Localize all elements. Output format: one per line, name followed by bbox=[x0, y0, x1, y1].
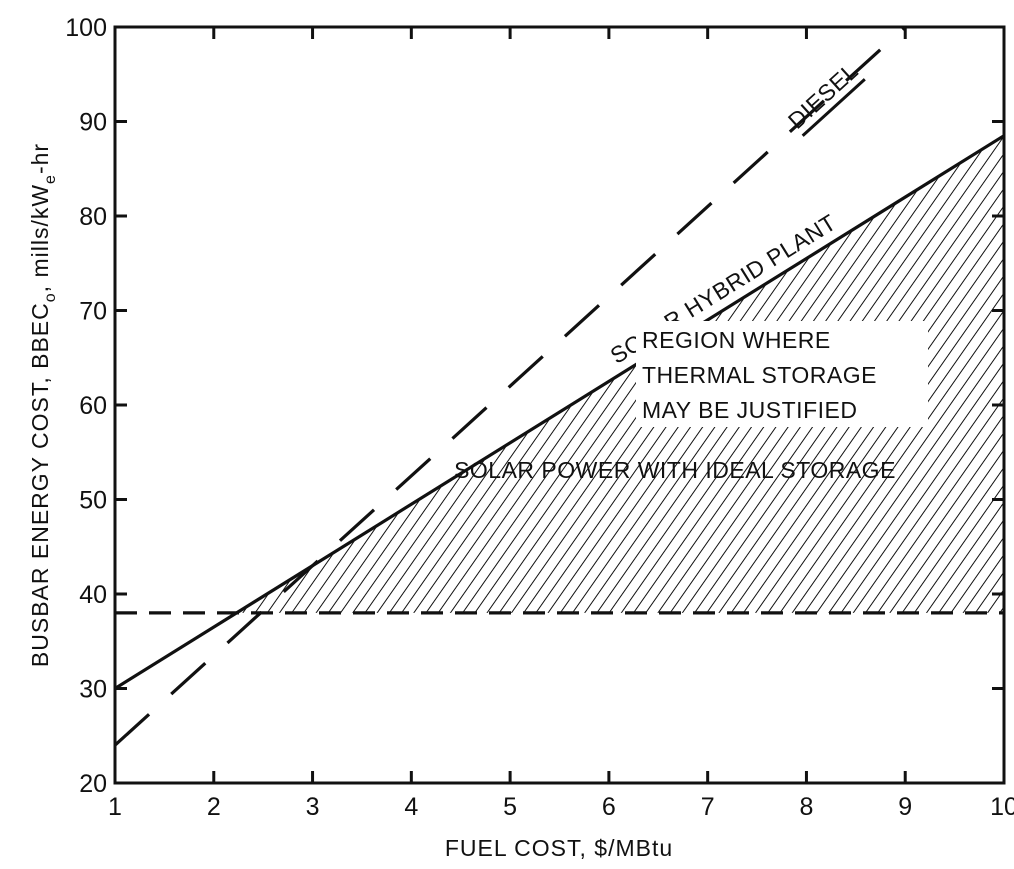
x-tick-label: 9 bbox=[898, 793, 912, 821]
x-tick-label: 5 bbox=[503, 793, 517, 821]
series-layer bbox=[115, 27, 1004, 747]
region-label-line-1: REGION WHERE bbox=[642, 327, 831, 353]
y-tick-label: 70 bbox=[79, 298, 107, 326]
tick-layer bbox=[115, 27, 1004, 783]
y-axis-label-mid: , mills/kW bbox=[27, 184, 53, 292]
x-tick-labels: 1 2 3 4 5 6 7 8 9 10 bbox=[108, 793, 1014, 821]
x-tick-label: 3 bbox=[306, 793, 320, 821]
region-label-line-3: MAY BE JUSTIFIED bbox=[642, 397, 857, 423]
y-tick-label: 90 bbox=[79, 109, 107, 137]
x-tick-label: 10 bbox=[990, 793, 1014, 821]
y-tick-label: 30 bbox=[79, 676, 107, 704]
x-tick-label: 2 bbox=[207, 793, 221, 821]
y-axis-label-sub-o: o bbox=[42, 292, 59, 302]
x-axis-label: FUEL COST, $/MBtu bbox=[445, 835, 673, 861]
series-line-solar-hybrid-plant bbox=[115, 134, 1004, 690]
y-axis-label-main: BUSBAR ENERGY COST, BBEC bbox=[27, 302, 53, 667]
x-tick-label: 1 bbox=[108, 793, 122, 821]
region-annotation-backdrop bbox=[636, 321, 928, 427]
y-tick-labels: 20 30 40 50 60 70 80 90 100 bbox=[65, 14, 107, 798]
diesel-series-label: DIESEL bbox=[783, 58, 863, 134]
y-axis-label-end: -hr bbox=[27, 143, 53, 174]
x-tick-label: 7 bbox=[701, 793, 715, 821]
diesel-label-underline bbox=[801, 78, 866, 137]
y-tick-label: 100 bbox=[65, 14, 107, 42]
y-tick-label: 80 bbox=[79, 203, 107, 231]
y-axis-label: BUSBAR ENERGY COST, BBECo, mills/kWe-hr bbox=[27, 143, 59, 667]
y-axis-label-sub-e: e bbox=[42, 174, 59, 184]
x-tick-label: 6 bbox=[602, 793, 616, 821]
series-line-diesel bbox=[115, 27, 907, 747]
y-tick-label: 50 bbox=[79, 487, 107, 515]
ideal-storage-series-label: SOLAR POWER WITH IDEAL STORAGE bbox=[454, 457, 896, 483]
y-tick-label: 20 bbox=[79, 770, 107, 798]
region-annotation: REGION WHERE THERMAL STORAGE MAY BE JUST… bbox=[636, 321, 928, 427]
y-tick-label: 60 bbox=[79, 392, 107, 420]
y-tick-label: 40 bbox=[79, 581, 107, 609]
x-tick-label: 4 bbox=[404, 793, 418, 821]
region-label-line-2: THERMAL STORAGE bbox=[642, 362, 877, 388]
x-tick-label: 8 bbox=[799, 793, 813, 821]
